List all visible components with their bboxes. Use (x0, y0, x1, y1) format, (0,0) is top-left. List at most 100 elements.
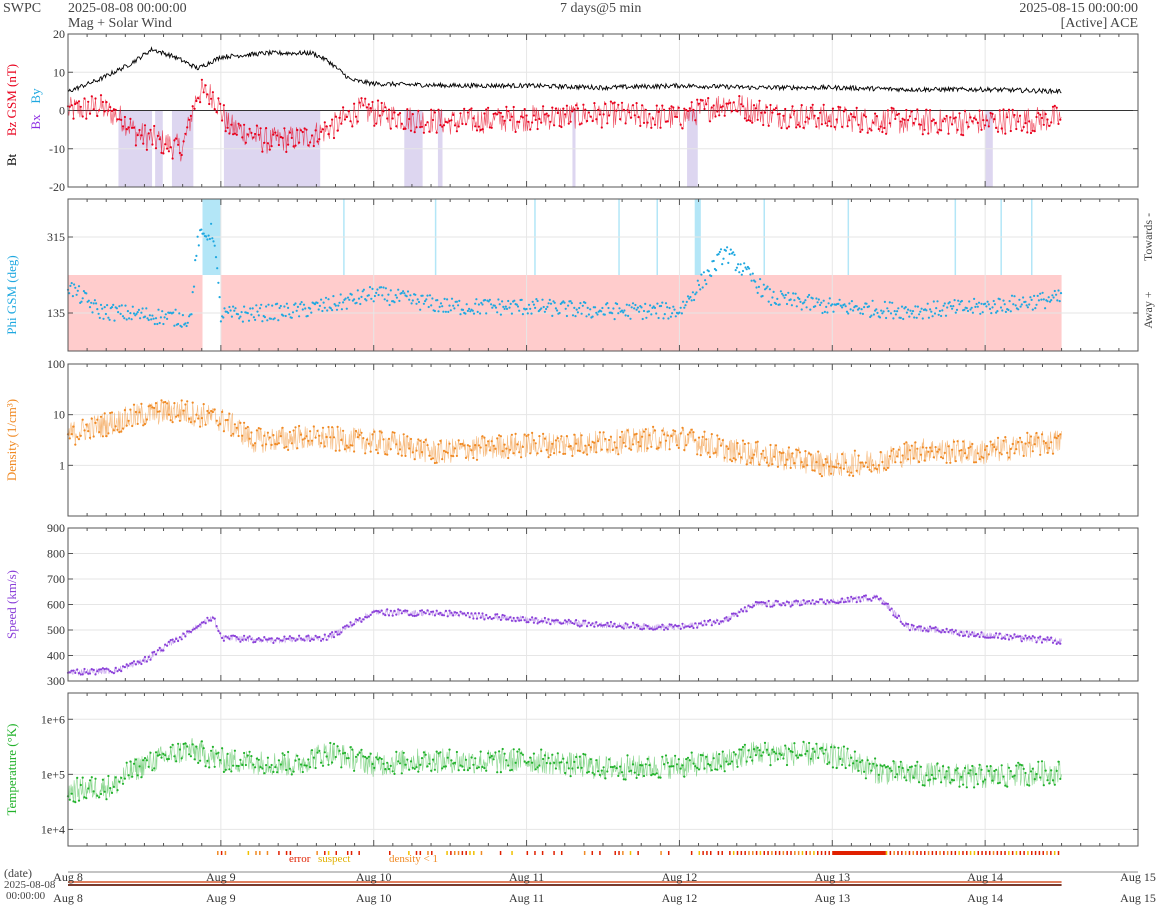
phi-point (821, 311, 824, 315)
speed-point (499, 618, 502, 622)
flag-mark (805, 851, 808, 855)
phi-point (652, 305, 655, 308)
density-point (795, 448, 798, 451)
phi-point (296, 305, 299, 308)
speed-point (919, 625, 923, 628)
speed-point (776, 600, 780, 603)
speed-point (608, 625, 611, 628)
temperature-point (703, 767, 706, 770)
bz-point (452, 113, 455, 116)
density-point (99, 415, 103, 418)
density-point (120, 430, 123, 433)
flag-mark (966, 851, 968, 855)
flag-mark (973, 851, 976, 855)
density-point (573, 433, 576, 436)
density-point (560, 435, 563, 438)
bz-point (958, 112, 961, 115)
temperature-point (787, 747, 791, 751)
phi-point (464, 312, 467, 315)
phi-point (882, 310, 885, 313)
phi-point (875, 308, 878, 311)
temperature-point (725, 760, 728, 763)
phi-point (441, 305, 444, 308)
density-point (547, 456, 550, 459)
phi-point (395, 296, 398, 299)
density-point (1046, 451, 1049, 454)
bz-point (298, 141, 301, 144)
temperature-point (143, 757, 147, 760)
phi-point (254, 318, 257, 321)
speed-point (617, 625, 620, 628)
speed-point (745, 610, 748, 613)
speed-point (169, 639, 172, 642)
bz-point (1033, 130, 1036, 133)
density-point (571, 454, 574, 457)
density-point (677, 446, 680, 449)
density-point (298, 424, 301, 428)
temperature-point (545, 761, 548, 765)
speed-point (853, 597, 857, 600)
speed-point (199, 623, 202, 626)
phi-point (724, 249, 728, 252)
density-point (694, 439, 697, 442)
phi-point (669, 315, 673, 318)
speed-point (177, 639, 180, 643)
phi-point (563, 301, 566, 304)
density-point (995, 448, 998, 451)
bz-point (941, 120, 945, 123)
bz-point (815, 125, 818, 128)
temperature-point (239, 758, 242, 762)
bz-point (617, 103, 620, 106)
temperature-point (560, 761, 563, 764)
temperature-point (663, 763, 666, 766)
temperature-point (424, 753, 427, 756)
temperature-point (789, 750, 792, 753)
speed-point (261, 639, 264, 642)
density-point (886, 466, 890, 469)
temperature-point (608, 758, 611, 761)
bz-point (224, 130, 227, 133)
phi-point (732, 251, 735, 254)
speed-point (112, 672, 115, 675)
phi-point (216, 267, 219, 270)
phi-point (968, 300, 971, 303)
phi-point (896, 310, 899, 313)
temperature-point (380, 757, 383, 761)
density-point (846, 470, 849, 473)
flag-mark (790, 851, 792, 855)
bz-point (475, 129, 479, 132)
density-point (285, 445, 288, 448)
phi-point (1059, 292, 1063, 295)
bz-point (265, 127, 268, 130)
density-point (580, 434, 583, 437)
temperature-point (514, 761, 517, 764)
bz-point (408, 117, 411, 121)
speed-y-tick: 800 (47, 547, 65, 561)
flag-mark (1027, 851, 1029, 855)
speed-point (189, 630, 192, 633)
phi-point (702, 271, 706, 274)
temperature-point (85, 797, 88, 800)
phi-point (368, 286, 372, 289)
bz-point (487, 106, 490, 109)
speed-point (342, 626, 345, 629)
temperature-point (99, 792, 103, 796)
speed-point (725, 616, 728, 619)
phi-point (496, 311, 499, 314)
flag-mark (950, 851, 953, 855)
density-point (439, 439, 442, 442)
temperature-point (984, 778, 987, 781)
temperature-point (1046, 779, 1049, 782)
bz-point (567, 122, 570, 125)
temperature-point (281, 752, 284, 755)
phi-point (190, 313, 193, 316)
speed-point (131, 661, 134, 665)
density-point (760, 452, 763, 455)
phi-point (885, 316, 888, 320)
density-point (459, 442, 462, 446)
temperature-point (199, 759, 202, 762)
speed-point (672, 625, 675, 628)
density-point (817, 450, 820, 453)
density-point (228, 412, 231, 415)
bz-point (1040, 116, 1044, 120)
